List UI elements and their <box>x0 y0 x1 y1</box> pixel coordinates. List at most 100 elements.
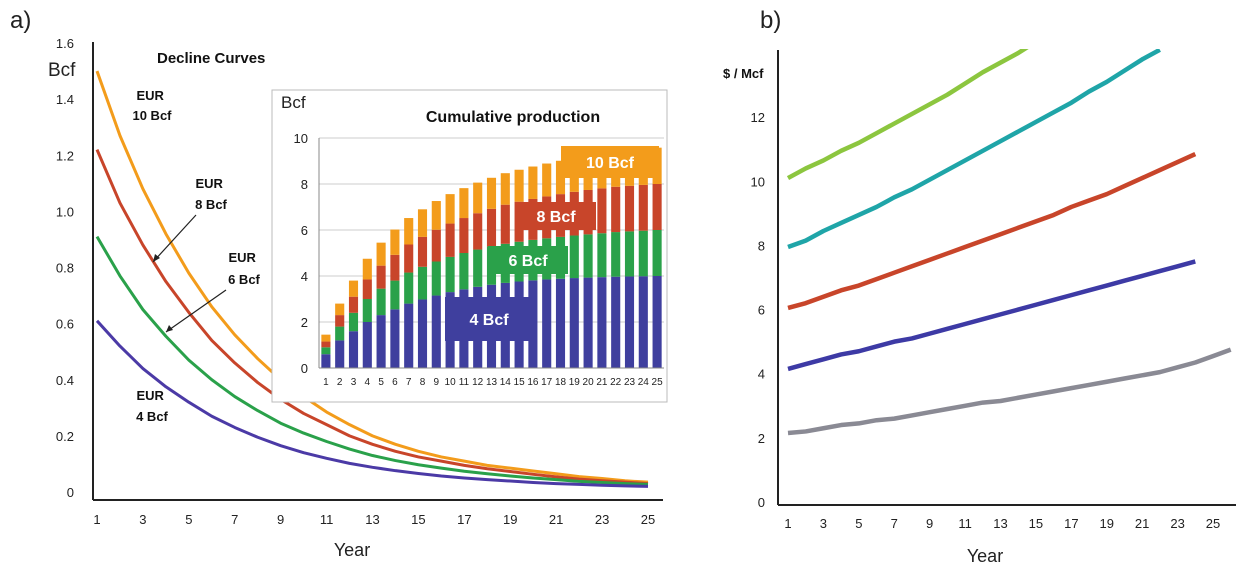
inset-xtick-label: 2 <box>337 377 343 388</box>
inset-bar-segment <box>528 166 538 199</box>
inset-xtick-label: 23 <box>624 377 636 388</box>
a-xtick-label: 11 <box>320 512 334 527</box>
inset-xtick-label: 3 <box>351 377 357 388</box>
inset-series-label-box <box>561 146 659 178</box>
inset-ytick-label: 4 <box>301 269 308 284</box>
eur-arrow-6 <box>165 289 227 333</box>
inset-bar-segment <box>500 204 510 244</box>
a-xtick-label: 23 <box>595 512 609 527</box>
inset-bar-segment <box>569 278 579 368</box>
inset-bar-segment <box>335 326 345 341</box>
inset-bar-segment <box>335 315 345 327</box>
inset-xtick-label: 17 <box>541 377 553 388</box>
inset-bar-segment <box>638 230 648 277</box>
inset-xtick-label: 4 <box>365 377 371 388</box>
b-xtick-label: 15 <box>1029 516 1043 531</box>
eur-labels: EUR 10 Bcf EUR 8 Bcf EUR 6 Bcf EUR 4 Bcf <box>132 88 260 424</box>
inset-bar-segment <box>624 185 635 232</box>
inset-bar-segment <box>638 276 648 368</box>
inset-xtick-label: 12 <box>472 377 484 388</box>
inset-xtick-label: 16 <box>527 377 539 388</box>
inset-bar-segment <box>417 266 428 300</box>
eur-label-8: EUR 8 Bcf <box>195 176 227 212</box>
inset-bar-segment <box>417 299 428 368</box>
inset-xtick-label: 20 <box>583 377 595 388</box>
inset-xtick-label: 25 <box>652 377 664 388</box>
decline-curve-line <box>95 235 649 486</box>
inset-bar-segment <box>569 235 579 279</box>
inset-bar-segment <box>348 312 359 332</box>
a-xtick-label: 13 <box>365 512 379 527</box>
inset-bar-segment <box>417 209 428 237</box>
inset-bar-segment <box>652 276 662 368</box>
a-xtick-label: 25 <box>641 512 655 527</box>
inset-bar-segment <box>611 232 621 277</box>
inset-bar-segment <box>390 280 400 310</box>
inset-ytick-label: 0 <box>301 361 308 376</box>
inset-bar-segment <box>500 173 510 205</box>
inset-bar-segment <box>624 276 635 368</box>
b-xtick-label: 17 <box>1064 516 1078 531</box>
b-xtick-label: 11 <box>958 516 972 531</box>
inset-bar-segment <box>542 163 552 197</box>
inset-ylabel: Bcf <box>281 93 306 112</box>
eur-arrowhead-8 <box>153 254 160 262</box>
a-xtick-label: 7 <box>231 512 238 527</box>
b-ytick-label: 6 <box>758 303 765 318</box>
inset-bar-segment <box>335 303 345 316</box>
inset-xtick-label: 9 <box>434 377 440 388</box>
inset-bar-segment <box>362 299 372 322</box>
b-ytick-label: 2 <box>758 431 765 446</box>
a-xtick-label: 15 <box>411 512 425 527</box>
a-ytick-label: 1.0 <box>56 204 74 219</box>
b-xtick-label: 23 <box>1170 516 1184 531</box>
inset-bar-segment <box>431 261 441 296</box>
b-ytick-label: 4 <box>758 367 765 382</box>
inset-bar-segment <box>445 256 455 293</box>
inset-bar-segment <box>376 315 386 368</box>
inset-bar-segment <box>514 169 524 202</box>
inset-bar-segment <box>404 272 414 304</box>
inset-bar-segment <box>321 354 331 368</box>
inset-bar-segment <box>459 253 469 290</box>
price-line <box>787 49 1161 250</box>
b-xtick-label: 21 <box>1135 516 1149 531</box>
inset-bar-segment <box>597 277 607 368</box>
inset-bar-segment <box>611 186 621 233</box>
inset-xtick-label: 15 <box>514 377 526 388</box>
b-ytick-label: 0 <box>758 495 765 510</box>
inset-series-label-box <box>488 246 568 274</box>
inset-bar-segment <box>652 184 662 230</box>
price-line <box>787 347 1232 436</box>
a-ytick-label: 1.4 <box>56 92 74 107</box>
b-xtick-label: 5 <box>855 516 862 531</box>
a-xtick-label: 1 <box>93 512 100 527</box>
inset-bar-segment <box>473 213 483 250</box>
a-xtick-label: 3 <box>139 512 146 527</box>
inset-bar-segment <box>362 258 372 280</box>
inset-bar-segment <box>486 177 497 209</box>
eur-label-6: EUR 6 Bcf <box>228 250 260 287</box>
inset-bar-segment <box>597 233 607 278</box>
inset-bar-segment <box>597 188 607 234</box>
inset-bar-segment <box>555 278 566 368</box>
inset-bar-segment <box>362 322 372 368</box>
inset-bar-segment <box>404 244 414 273</box>
inset-xtick-label: 1 <box>323 377 329 388</box>
a-xtick-label: 5 <box>185 512 192 527</box>
inset-series-label: 8 Bcf <box>536 209 576 226</box>
a-ytick-label: 0 <box>67 485 74 500</box>
eur-label-4: EUR 4 Bcf <box>136 388 168 424</box>
a-ytick-label: 1.2 <box>56 148 74 163</box>
inset-bar-segment <box>459 188 469 219</box>
panel-a-label: a) <box>10 7 31 34</box>
decline-curve-line <box>95 319 649 488</box>
inset-xtick-label: 22 <box>610 377 622 388</box>
inset-xtick-label: 19 <box>569 377 581 388</box>
panel-b-ylabel: $ / Mcf <box>723 66 764 81</box>
inset-bar-segment <box>404 303 414 368</box>
inset-xtick-label: 21 <box>596 377 608 388</box>
price-line <box>786 49 1029 181</box>
inset-ytick-label: 8 <box>301 177 308 192</box>
